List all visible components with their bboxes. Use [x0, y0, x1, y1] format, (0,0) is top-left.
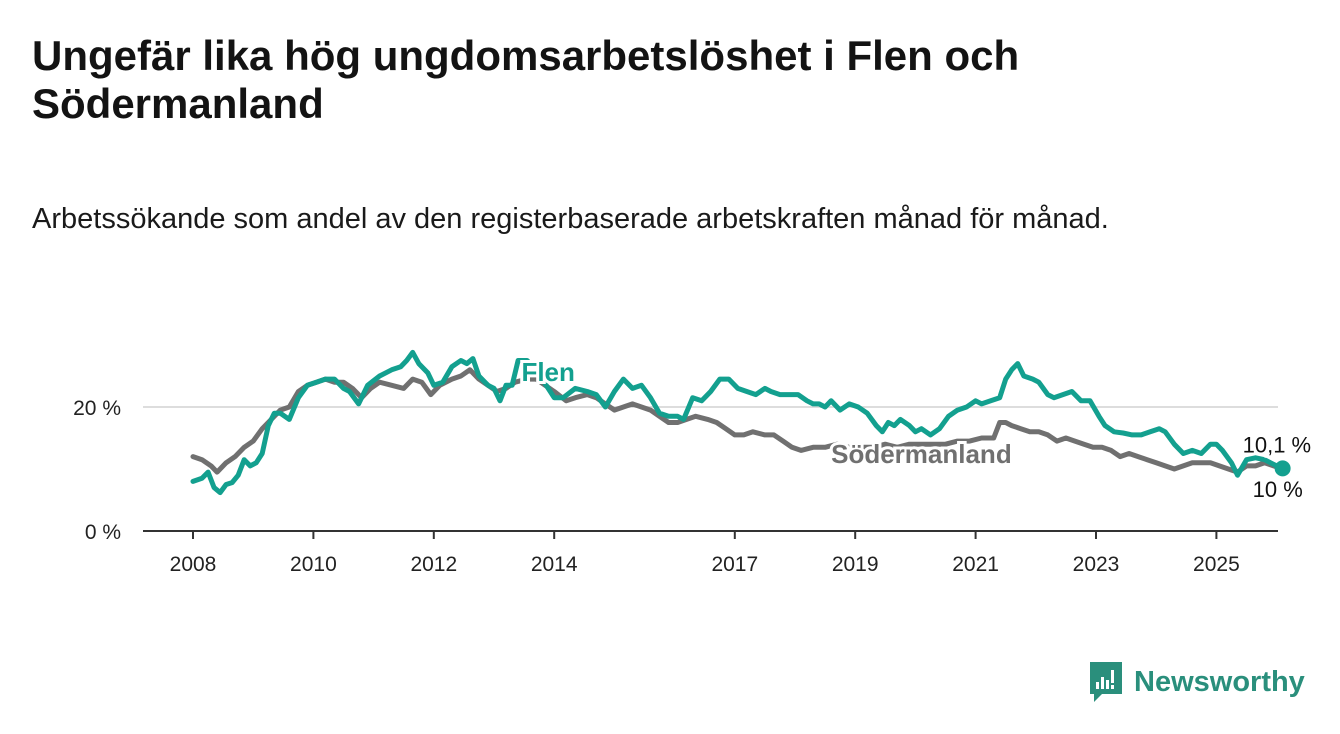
x-tick-label: 2021: [952, 553, 999, 576]
chart-subtitle: Arbetssökande som andel av den registerb…: [32, 203, 1109, 235]
series-label-flen: Flen: [521, 357, 574, 387]
chart-title: Ungefär lika hög ungdomsarbetslöshet i F…: [32, 32, 1020, 127]
x-tick-label: 2023: [1073, 553, 1120, 576]
y-tick-label: 0 %: [85, 521, 121, 544]
x-tick-label: 2017: [711, 553, 758, 576]
label-layer: Flen Södermanland 10,1 % 10 %: [518, 354, 1313, 505]
series-label-sodermanland: Södermanland: [831, 439, 1012, 469]
newsworthy-logo-icon: [1090, 662, 1122, 702]
series-line-flen: [190, 349, 1286, 496]
flen-end-marker: [1274, 460, 1291, 477]
line-chart: 0 % 20 % 2008 2010 2012 2014 2017 2019 2021 2023 2…: [73, 349, 1313, 576]
newsworthy-brand: Newsworthy: [1088, 660, 1305, 704]
axis-layer: 0 % 20 % 2008 2010 2012 2014 2017 2019 2021 2023 2…: [73, 397, 1278, 576]
x-tick-label: 2025: [1193, 553, 1240, 576]
x-tick-label: 2010: [290, 553, 337, 576]
x-tick-label: 2014: [531, 553, 578, 576]
x-tick-label: 2008: [170, 553, 217, 576]
sodermanland-end-value-label: 10 %: [1253, 477, 1303, 502]
x-tick-label: 2012: [410, 553, 457, 576]
flen-end-value-label: 10,1 %: [1243, 432, 1312, 457]
x-tick-label: 2019: [832, 553, 879, 576]
series-layer: [190, 349, 1291, 496]
brand-name: Newsworthy: [1134, 665, 1305, 698]
y-tick-label: 20 %: [73, 397, 121, 420]
